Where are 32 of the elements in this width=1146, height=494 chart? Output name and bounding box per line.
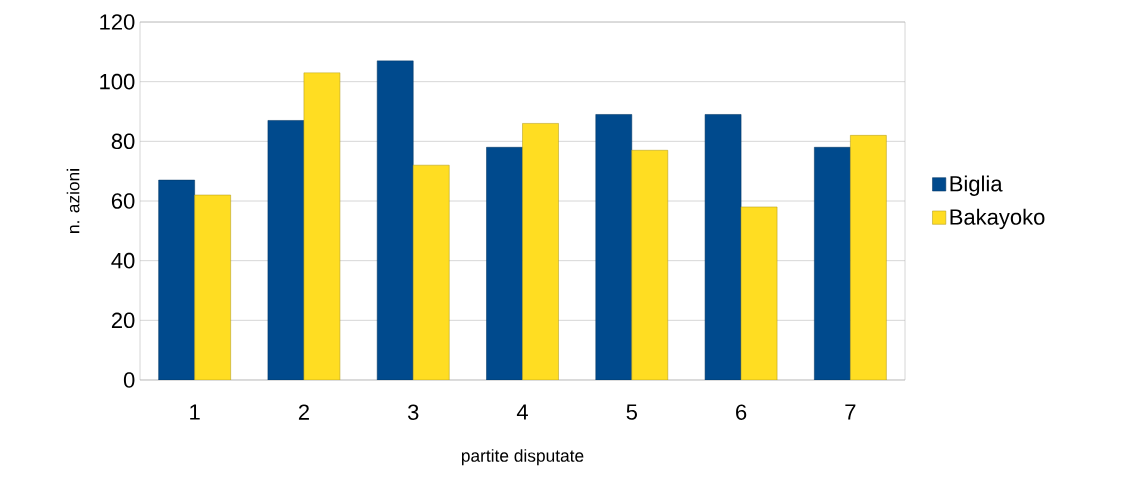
- y-tick-label: 40: [111, 252, 135, 269]
- x-tick-label: 5: [626, 404, 637, 420]
- y-tick-label: 20: [111, 312, 135, 329]
- y-axis-title: n. azioni: [66, 169, 80, 233]
- bar: [303, 72, 341, 380]
- bar: [412, 164, 450, 380]
- y-tick-label: 120: [100, 14, 135, 30]
- legend-label: Biglia: [950, 175, 1003, 196]
- bar: [522, 123, 559, 380]
- bar: [486, 147, 523, 380]
- y-tick-label: 60: [111, 193, 135, 209]
- bar: [814, 147, 851, 380]
- x-tick-label: 1: [190, 404, 200, 420]
- bar: [631, 150, 669, 380]
- bar: [194, 194, 231, 380]
- bar: [595, 114, 633, 380]
- bar: [267, 120, 305, 380]
- x-axis-title: partite disputate: [461, 449, 584, 466]
- bar: [376, 60, 414, 380]
- y-tick-label: 0: [123, 372, 135, 388]
- x-tick-label: 6: [736, 404, 747, 420]
- bar: [850, 135, 887, 380]
- x-tick-label: 3: [407, 404, 419, 420]
- y-tick-label: 80: [111, 133, 135, 150]
- bar: [704, 114, 742, 380]
- x-tick-label: 7: [845, 404, 856, 420]
- bar: [740, 206, 778, 380]
- y-tick-label: 100: [100, 73, 135, 90]
- bar: [158, 179, 195, 380]
- legend-label: Bakayoko: [950, 208, 1045, 230]
- x-tick-label: 4: [516, 404, 528, 420]
- x-tick-label: 2: [298, 404, 309, 420]
